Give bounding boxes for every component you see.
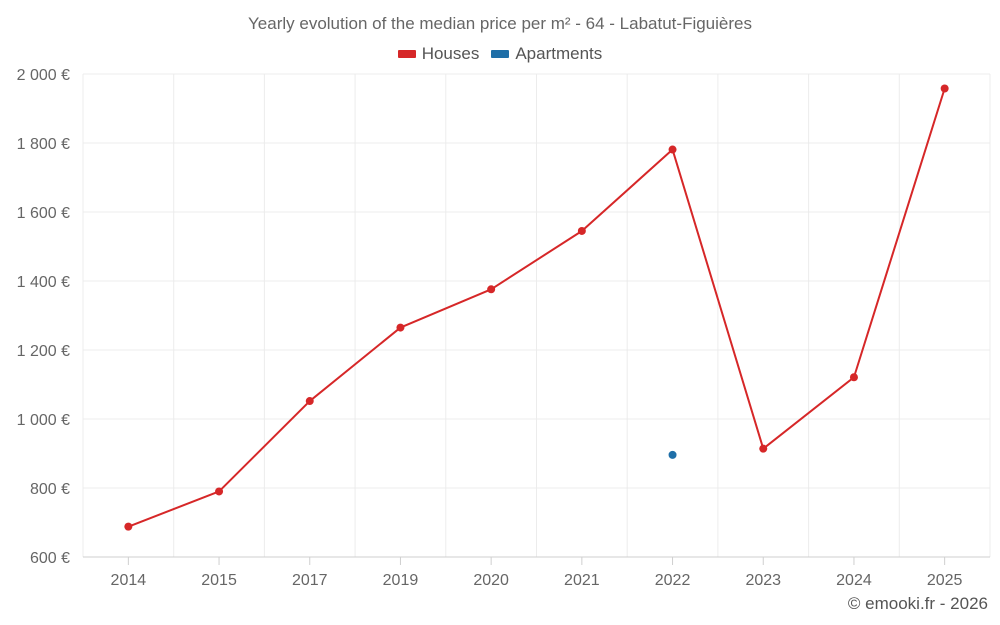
legend-item-apartments[interactable]: Apartments — [491, 44, 602, 64]
credit-text: © emooki.fr - 2026 — [847, 594, 988, 613]
x-tick-label: 2015 — [201, 572, 237, 589]
data-point-houses — [849, 373, 858, 382]
y-tick-label: 1 600 € — [17, 205, 70, 222]
series-line-houses — [127, 88, 946, 528]
data-point-houses — [940, 84, 949, 93]
y-tick-label: 1 400 € — [17, 274, 70, 291]
y-tick-label: 1 800 € — [17, 136, 70, 153]
x-tick-label: 2017 — [292, 572, 328, 589]
x-tick-label: 2020 — [473, 572, 509, 589]
data-point-houses — [124, 522, 133, 531]
data-point-houses — [668, 145, 677, 154]
legend-item-houses[interactable]: Houses — [397, 44, 480, 64]
y-tick-label: 1 200 € — [17, 343, 70, 360]
y-tick-label: 2 000 € — [17, 67, 70, 84]
data-point-houses — [215, 487, 224, 496]
y-tick-label: 1 000 € — [17, 412, 70, 429]
y-tick-label: 600 € — [30, 550, 70, 567]
x-tick-label: 2019 — [383, 572, 419, 589]
legend-label-apartments: Apartments — [515, 44, 603, 63]
x-tick-label: 2025 — [927, 572, 963, 589]
x-tick-label: 2014 — [111, 572, 147, 589]
y-tick-label: 800 € — [30, 481, 70, 498]
data-point-houses — [487, 285, 496, 294]
data-point-houses — [305, 397, 314, 406]
legend-swatch-houses — [397, 50, 416, 58]
data-point-apartments — [668, 450, 677, 459]
x-tick-label: 2023 — [745, 572, 781, 589]
data-point-houses — [759, 444, 768, 453]
x-tick-label: 2024 — [836, 572, 872, 589]
x-tick-label: 2022 — [655, 572, 691, 589]
chart-title: Yearly evolution of the median price per… — [248, 14, 752, 33]
legend-swatch-apartments — [491, 50, 510, 58]
data-point-houses — [396, 323, 405, 332]
chart-legend: Houses Apartments — [0, 44, 1000, 64]
data-point-houses — [577, 226, 586, 235]
x-tick-label: 2021 — [564, 572, 600, 589]
legend-label-houses: Houses — [421, 44, 480, 63]
